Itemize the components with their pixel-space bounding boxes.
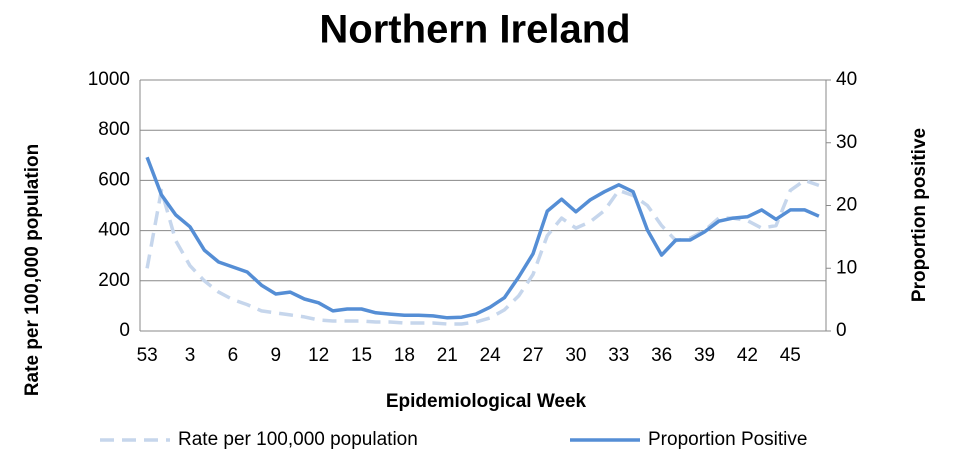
x-tick-label: 3 [185,345,196,366]
y2-tick-label: 40 [836,69,857,90]
x-tick-label: 24 [480,345,502,366]
y-tick-label: 600 [98,169,130,190]
y-axis-title: Rate per 100,000 population [22,144,43,396]
legend-label: Rate per 100,000 population [178,429,418,450]
x-tick-label: 18 [394,345,415,366]
x-tick-label: 33 [608,345,629,366]
y-tick-label: 400 [98,220,130,241]
legend-label: Proportion Positive [648,429,807,450]
y-tick-label: 800 [98,119,130,140]
series-line [145,156,820,320]
y-tick-label: 0 [119,320,130,341]
y2-tick-label: 20 [836,195,857,216]
x-tick-label: 36 [651,345,672,366]
x-tick-label: 9 [270,345,281,366]
x-tick-label: 12 [308,345,329,366]
x-tick-label: 45 [780,345,801,366]
y-tick-label: 1000 [88,69,130,90]
x-tick-label: 27 [522,345,543,366]
x-tick-label: 6 [228,345,239,366]
y2-tick-label: 0 [836,320,847,341]
x-tick-label: 21 [437,345,458,366]
x-tick-label: 42 [737,345,758,366]
x-axis-title: Epidemiological Week [386,391,587,412]
y2-tick-label: 10 [836,257,857,278]
x-tick-label: 30 [565,345,586,366]
series-line [145,178,820,326]
y-tick-label: 200 [98,270,130,291]
chart-title: Northern Ireland [319,8,630,52]
x-tick-label: 53 [137,345,158,366]
y2-tick-label: 30 [836,132,857,153]
x-tick-label: 15 [351,345,372,366]
y2-axis-title: Proportion positive [909,128,930,302]
x-tick-label: 39 [694,345,715,366]
